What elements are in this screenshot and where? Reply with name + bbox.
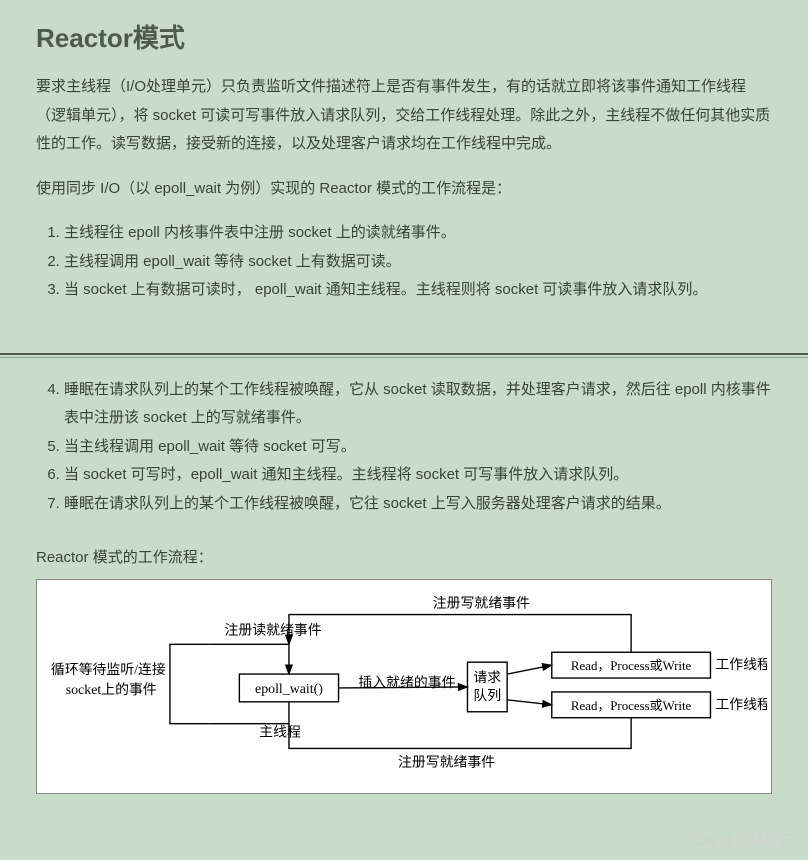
svg-text:队列: 队列: [473, 688, 501, 704]
svg-text:注册读就绪事件: 注册读就绪事件: [224, 622, 321, 638]
watermark: CSDN @小猛笔记: [0, 824, 808, 860]
divider: [0, 353, 808, 358]
svg-text:循环等待监听/连接: 循环等待监听/连接: [51, 661, 166, 678]
step-item: 主线程往 epoll 内核事件表中注册 socket 上的读就绪事件。: [64, 219, 772, 248]
svg-text:注册写就绪事件: 注册写就绪事件: [398, 754, 495, 770]
svg-text:工作线程: 工作线程: [715, 657, 767, 673]
step-item: 睡眠在请求队列上的某个工作线程被唤醒，它从 socket 读取数据，并处理客户请…: [64, 376, 772, 433]
svg-text:工作线程: 工作线程: [715, 697, 767, 713]
workflow-intro: 使用同步 I/O（以 epoll_wait 为例）实现的 Reactor 模式的…: [36, 175, 772, 204]
page-title: Reactor模式: [36, 18, 772, 55]
svg-text:epoll_wait(): epoll_wait(): [255, 682, 323, 697]
svg-text:请求: 请求: [473, 670, 501, 686]
svg-text:socket上的事件: socket上的事件: [66, 682, 157, 698]
intro-paragraph: 要求主线程（I/O处理单元）只负责监听文件描述符上是否有事件发生，有的话就立即将…: [36, 73, 772, 159]
svg-text:Read，Process或Write: Read，Process或Write: [571, 659, 692, 673]
steps-list-b: 睡眠在请求队列上的某个工作线程被唤醒，它从 socket 读取数据，并处理客户请…: [36, 376, 772, 519]
step-item: 当 socket 上有数据可读时， epoll_wait 通知主线程。主线程则将…: [64, 276, 772, 305]
diagram-label: Reactor 模式的工作流程：: [36, 546, 772, 567]
step-item: 当 socket 可写时，epoll_wait 通知主线程。主线程将 socke…: [64, 461, 772, 490]
step-item: 睡眠在请求队列上的某个工作线程被唤醒，它往 socket 上写入服务器处理客户请…: [64, 490, 772, 519]
steps-list-a: 主线程往 epoll 内核事件表中注册 socket 上的读就绪事件。 主线程调…: [36, 219, 772, 305]
reactor-flowchart: 循环等待监听/连接 socket上的事件 epoll_wait() 主线程 注册读就绪事…: [36, 579, 772, 794]
svg-text:注册写就绪事件: 注册写就绪事件: [433, 596, 530, 612]
svg-text:Read，Process或Write: Read，Process或Write: [571, 699, 692, 713]
step-item: 主线程调用 epoll_wait 等待 socket 上有数据可读。: [64, 248, 772, 277]
svg-text:插入就绪的事件: 插入就绪的事件: [358, 675, 455, 691]
svg-text:主线程: 主线程: [259, 725, 301, 741]
step-item: 当主线程调用 epoll_wait 等待 socket 可写。: [64, 433, 772, 462]
